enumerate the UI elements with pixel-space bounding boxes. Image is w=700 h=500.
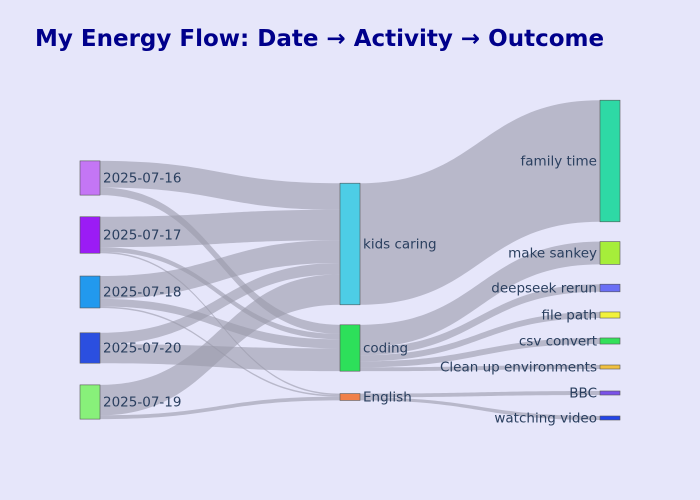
labels-layer: 2025-07-16 2025-07-17 2025-07-18 2025-07-20… xyxy=(103,154,597,427)
node-d16[interactable] xyxy=(79,160,101,196)
node-label-bbc: BBC xyxy=(569,386,597,402)
node-label-filepath: file path xyxy=(541,308,597,324)
link-d19-to-kids[interactable] xyxy=(100,274,340,416)
node-kids[interactable] xyxy=(339,182,361,306)
node-label-video: watching video xyxy=(494,411,597,427)
node-label-sankey: make sankey xyxy=(508,246,597,262)
node-d19[interactable] xyxy=(79,384,101,420)
node-label-family: family time xyxy=(521,154,597,170)
node-bbc[interactable] xyxy=(599,390,621,396)
node-english[interactable] xyxy=(339,393,361,401)
link-coding-to-csv[interactable] xyxy=(360,337,600,368)
node-label-d17: 2025-07-17 xyxy=(103,228,181,244)
node-label-kids: kids caring xyxy=(363,237,437,253)
link-d19-to-english[interactable] xyxy=(100,396,340,420)
node-label-d18: 2025-07-18 xyxy=(103,285,181,301)
link-d18-to-coding[interactable] xyxy=(100,298,340,349)
link-coding-to-deepseek[interactable] xyxy=(360,284,600,356)
node-label-english: English xyxy=(363,390,412,406)
node-label-d16: 2025-07-16 xyxy=(103,171,181,187)
link-d17-to-kids[interactable] xyxy=(100,209,340,248)
node-label-d20: 2025-07-20 xyxy=(103,341,181,357)
node-deepseek[interactable] xyxy=(599,283,621,293)
link-english-to-bbc[interactable] xyxy=(360,391,600,398)
node-filepath[interactable] xyxy=(599,311,621,319)
node-label-cleanup: Clean up environments xyxy=(440,360,597,376)
node-label-d19: 2025-07-19 xyxy=(103,395,181,411)
link-english-to-video[interactable] xyxy=(360,397,600,420)
node-d20[interactable] xyxy=(79,332,101,364)
node-family[interactable] xyxy=(599,99,621,223)
link-coding-to-filepath[interactable] xyxy=(360,311,600,362)
link-d20-to-kids[interactable] xyxy=(100,263,340,345)
node-label-deepseek: deepseek rerun xyxy=(491,281,597,297)
node-cleanup[interactable] xyxy=(599,364,621,370)
nodes-layer xyxy=(79,99,621,421)
node-csv[interactable] xyxy=(599,337,621,345)
node-sankey[interactable] xyxy=(599,241,621,265)
link-coding-to-cleanup[interactable] xyxy=(360,365,600,372)
links-layer xyxy=(100,100,600,420)
link-d16-to-kids[interactable] xyxy=(100,160,340,210)
node-video[interactable] xyxy=(599,415,621,421)
node-label-coding: coding xyxy=(363,341,408,357)
link-coding-to-sankey[interactable] xyxy=(360,241,600,348)
node-coding[interactable] xyxy=(339,324,361,372)
node-label-csv: csv convert xyxy=(519,334,597,350)
link-kids-to-family[interactable] xyxy=(360,100,600,305)
node-d17[interactable] xyxy=(79,216,101,254)
link-d18-to-kids[interactable] xyxy=(100,240,340,299)
node-d18[interactable] xyxy=(79,275,101,309)
chart-title: My Energy Flow: Date → Activity → Outcom… xyxy=(35,26,605,52)
link-d17-to-coding[interactable] xyxy=(100,247,340,340)
